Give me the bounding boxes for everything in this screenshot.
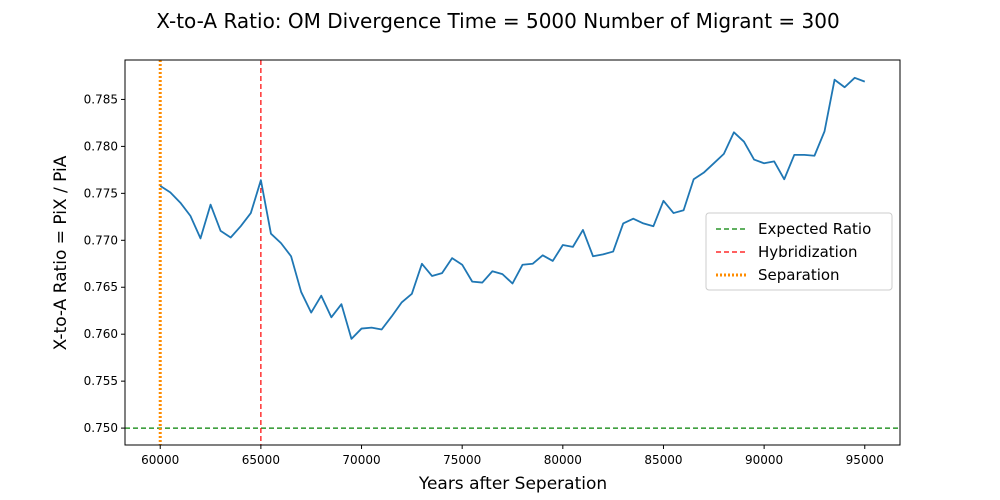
x-tick-label: 60000 <box>141 453 179 467</box>
x-tick-label: 95000 <box>846 453 884 467</box>
y-tick-label: 0.750 <box>84 421 118 435</box>
x-axis-ticks: 60000 65000 70000 75000 80000 85000 90000 95000 <box>141 445 884 467</box>
x-tick-label: 70000 <box>342 453 380 467</box>
plot-frame <box>124 59 901 446</box>
x-tick-label: 75000 <box>443 453 481 467</box>
y-tick-label: 0.785 <box>84 92 118 106</box>
legend-label: Hybridization <box>758 243 858 261</box>
y-axis-ticks: 0.750 0.755 0.760 0.765 0.770 0.775 0.780 0.785 <box>84 92 125 435</box>
y-axis-title: X-to-A Ratio = PiX / PiA <box>51 155 71 350</box>
legend: Expected Ratio Hybridization Separation <box>705 212 893 291</box>
plot-area <box>124 59 901 446</box>
y-tick-label: 0.780 <box>84 139 118 153</box>
x-tick-label: 85000 <box>644 453 682 467</box>
y-tick-label: 0.765 <box>84 280 118 294</box>
x-axis-title: Years after Seperation <box>418 474 607 494</box>
x-tick-label: 90000 <box>745 453 783 467</box>
x-tick-label: 80000 <box>544 453 582 467</box>
series-line <box>159 76 866 340</box>
legend-label: Expected Ratio <box>758 220 871 238</box>
x-tick-label: 65000 <box>242 453 280 467</box>
legend-label: Separation <box>758 266 840 284</box>
y-tick-label: 0.760 <box>84 327 118 341</box>
y-tick-label: 0.755 <box>84 374 118 388</box>
chart-title: X-to-A Ratio: OM Divergence Time = 5000 … <box>156 9 839 33</box>
y-tick-label: 0.775 <box>84 186 118 200</box>
y-tick-label: 0.770 <box>84 233 118 247</box>
legend-box <box>705 212 893 291</box>
